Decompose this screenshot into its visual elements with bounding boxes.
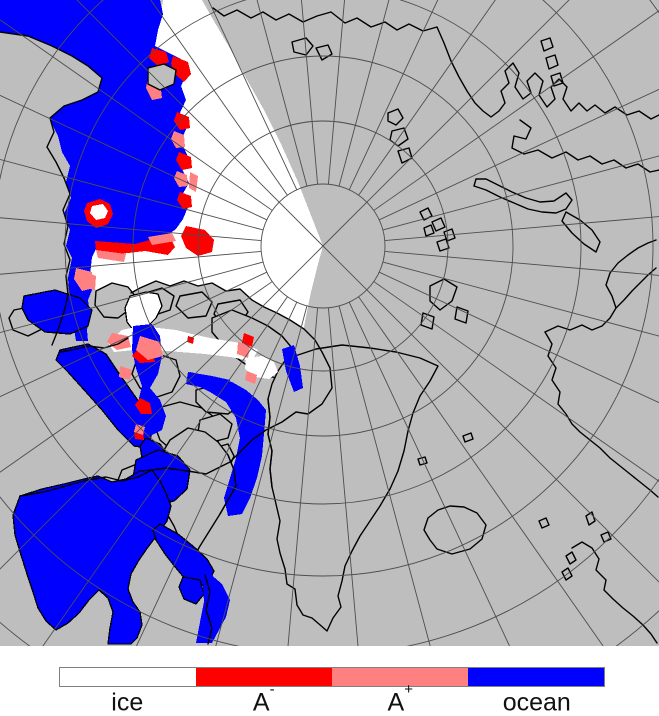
meridian-line xyxy=(358,296,604,646)
ice-polynya xyxy=(90,204,108,220)
wrangel-island xyxy=(147,63,177,91)
franz-josef-land xyxy=(419,207,456,252)
meridian-line xyxy=(150,0,288,196)
baffin-east-coast xyxy=(219,454,237,515)
meridian-line xyxy=(76,0,324,247)
legend-label-ice: ice xyxy=(111,688,144,716)
a-plus-patch xyxy=(119,366,132,380)
legend-swatch-ice xyxy=(60,668,196,686)
a-plus-patch xyxy=(245,371,257,384)
a-plus-patch xyxy=(171,131,185,148)
meridian-line xyxy=(338,0,390,187)
faroe-islands xyxy=(538,517,550,529)
meridian-line xyxy=(0,271,267,398)
a-minus-patch xyxy=(149,48,169,66)
legend-label-a-plus: A+ xyxy=(387,681,413,716)
ice-hole xyxy=(90,204,108,220)
meridian-line xyxy=(215,305,308,646)
a-minus-patch xyxy=(177,192,192,209)
a-plus-patch xyxy=(84,272,96,290)
meridian-line xyxy=(358,0,496,196)
meridian-line xyxy=(207,0,298,190)
labrador-coast xyxy=(204,574,213,645)
taymyr-islands xyxy=(540,37,564,87)
a-minus-patch xyxy=(181,226,214,256)
meridian-line xyxy=(373,281,659,482)
overlay-waters xyxy=(12,289,303,645)
kotzebue-sound-ice xyxy=(124,291,163,332)
hudson-bay-water xyxy=(12,469,172,645)
ungava-bay-water xyxy=(178,576,205,605)
arctic-sea-ice-map xyxy=(0,0,659,646)
a-plus-patch xyxy=(237,342,250,358)
north-water-ice xyxy=(245,356,278,379)
meridian-line xyxy=(384,250,659,276)
white-sea-inner-coast xyxy=(615,267,657,309)
meridian-line xyxy=(0,158,264,231)
chukotka-coast xyxy=(0,31,103,346)
a-minus-patch xyxy=(135,398,152,414)
meridian-line xyxy=(373,10,659,211)
a-plus-patch xyxy=(148,233,176,245)
siberia-coast xyxy=(212,7,659,120)
alaska-west-coast xyxy=(59,337,129,353)
legend-labels: ice A- A+ ocean xyxy=(59,681,605,716)
legend-swatch-a-minus xyxy=(196,668,332,686)
latitude-circle xyxy=(132,55,514,437)
norway-coast xyxy=(544,331,659,498)
meridian-line xyxy=(379,88,659,221)
a-plus-patch xyxy=(96,250,126,262)
legend-label-ocean: ocean xyxy=(502,688,571,716)
chukotka-land xyxy=(0,32,102,348)
meridian-line xyxy=(327,0,345,185)
legend-swatch-a-plus xyxy=(332,668,468,686)
nares-strait-water xyxy=(282,345,303,392)
yamal-pechora-coast xyxy=(511,119,659,173)
hebrides-islets xyxy=(561,551,577,581)
a-minus-patch xyxy=(176,152,192,170)
legend-bar xyxy=(59,667,605,687)
latitude-circle xyxy=(197,120,449,372)
meridian-line xyxy=(379,271,659,404)
meridian-line xyxy=(0,250,262,275)
a-minus-patch xyxy=(171,56,191,82)
meridian-line xyxy=(338,305,431,646)
latitude-circle xyxy=(0,0,654,577)
meridian-line xyxy=(348,302,511,646)
graticule xyxy=(0,0,659,646)
meridian-line xyxy=(322,245,659,583)
meridian-line xyxy=(135,302,298,646)
latitude-circle xyxy=(64,0,582,505)
meridian-line xyxy=(0,245,324,570)
meridian-line xyxy=(0,94,267,221)
meridian-line xyxy=(0,217,262,242)
jan-mayen xyxy=(417,432,474,466)
meridian-line xyxy=(382,261,659,337)
meridian-line xyxy=(256,0,308,187)
a-plus-patch xyxy=(174,171,188,187)
meridian-line xyxy=(0,19,273,211)
meridian-line xyxy=(0,261,264,334)
meridian-line xyxy=(348,0,439,190)
latitude-circle xyxy=(260,183,386,309)
a-plus-patch xyxy=(136,336,163,360)
meridian-line xyxy=(301,0,319,185)
melville-island xyxy=(175,291,213,319)
meridian-line xyxy=(0,281,273,473)
meridian-line xyxy=(327,307,359,646)
a-minus-patch xyxy=(174,112,190,130)
meridian-line xyxy=(384,216,659,242)
meridian-line xyxy=(287,307,319,646)
kola-white-sea-coast xyxy=(544,239,657,333)
legend-swatch-ocean xyxy=(468,668,604,686)
legend-label-a-minus: A- xyxy=(252,681,275,716)
meridian-line xyxy=(322,0,570,247)
meridian-line xyxy=(382,155,659,231)
meridian-line xyxy=(42,296,288,646)
